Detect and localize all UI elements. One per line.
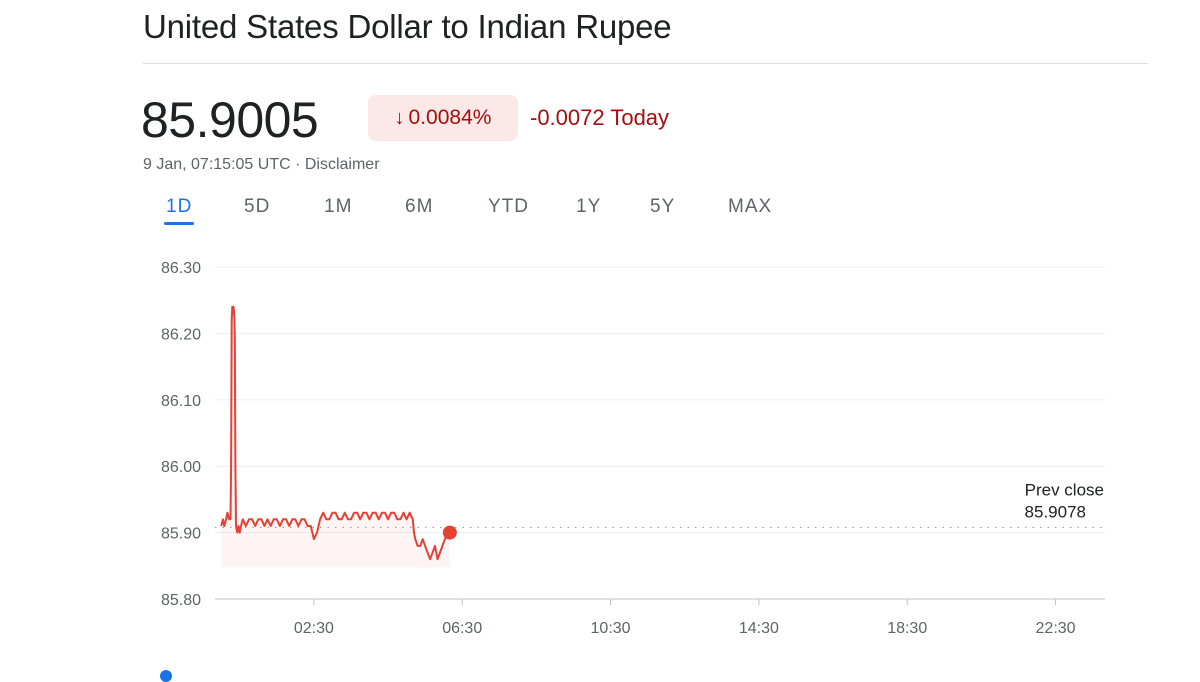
tab-max[interactable]: MAX xyxy=(728,196,773,217)
timestamp: 9 Jan, 07:15:05 UTC xyxy=(143,156,291,173)
tab-5y[interactable]: 5Y xyxy=(650,196,676,217)
y-tick-label: 85.80 xyxy=(161,592,201,609)
range-tabs: 1D 5D 1M 6M YTD 1Y 5Y MAX xyxy=(0,196,1200,230)
tab-1d[interactable]: 1D xyxy=(163,196,195,225)
last-price-dot xyxy=(442,525,457,540)
tab-1y[interactable]: 1Y xyxy=(576,196,602,217)
header-divider xyxy=(143,63,1148,64)
change-percent-badge: ↓ 0.0084% xyxy=(368,95,518,141)
quote-meta: 9 Jan, 07:15:05 UTC · Disclaimer xyxy=(143,156,380,174)
tab-5d[interactable]: 5D xyxy=(244,196,271,217)
x-tick-label: 22:30 xyxy=(1036,620,1076,637)
chart-grid xyxy=(215,266,1105,534)
y-tick-label: 86.20 xyxy=(161,326,201,343)
y-tick-label: 86.10 xyxy=(161,393,201,410)
tab-ytd[interactable]: YTD xyxy=(488,196,529,217)
x-tick-label: 02:30 xyxy=(294,620,334,637)
meta-separator: · xyxy=(290,156,305,173)
prev-close-value: 85.9078 xyxy=(1025,502,1086,521)
price-chart[interactable]: 86.30 86.20 86.10 86.00 85.90 85.80 02:30 06:3… xyxy=(0,240,1200,660)
x-tick-label: 06:30 xyxy=(442,620,482,637)
change-today: -0.0072 Today xyxy=(530,105,670,130)
y-tick-label: 86.30 xyxy=(161,260,201,277)
current-price: 85.9005 xyxy=(141,92,319,148)
x-tick-label: 10:30 xyxy=(591,620,631,637)
x-tick-label: 18:30 xyxy=(887,620,927,637)
prev-close-label: Prev close xyxy=(1025,480,1104,499)
change-percent: 0.0084% xyxy=(408,106,492,129)
disclaimer-link[interactable]: Disclaimer xyxy=(304,156,380,173)
price-area-fill xyxy=(221,306,450,568)
arrow-down-icon: ↓ xyxy=(394,106,405,129)
bottom-indicator-dot xyxy=(160,670,172,682)
x-axis-ticks: 02:30 06:30 10:30 14:30 18:30 22:30 xyxy=(294,599,1076,637)
tab-6m[interactable]: 6M xyxy=(405,196,434,217)
x-tick-label: 14:30 xyxy=(739,620,779,637)
y-tick-label: 86.00 xyxy=(161,459,201,476)
y-axis-ticks: 86.30 86.20 86.10 86.00 85.90 85.80 xyxy=(161,260,201,609)
tab-1m[interactable]: 1M xyxy=(324,196,353,217)
page-title: United States Dollar to Indian Rupee xyxy=(143,8,672,45)
y-tick-label: 85.90 xyxy=(161,526,201,543)
price-line xyxy=(220,305,450,561)
